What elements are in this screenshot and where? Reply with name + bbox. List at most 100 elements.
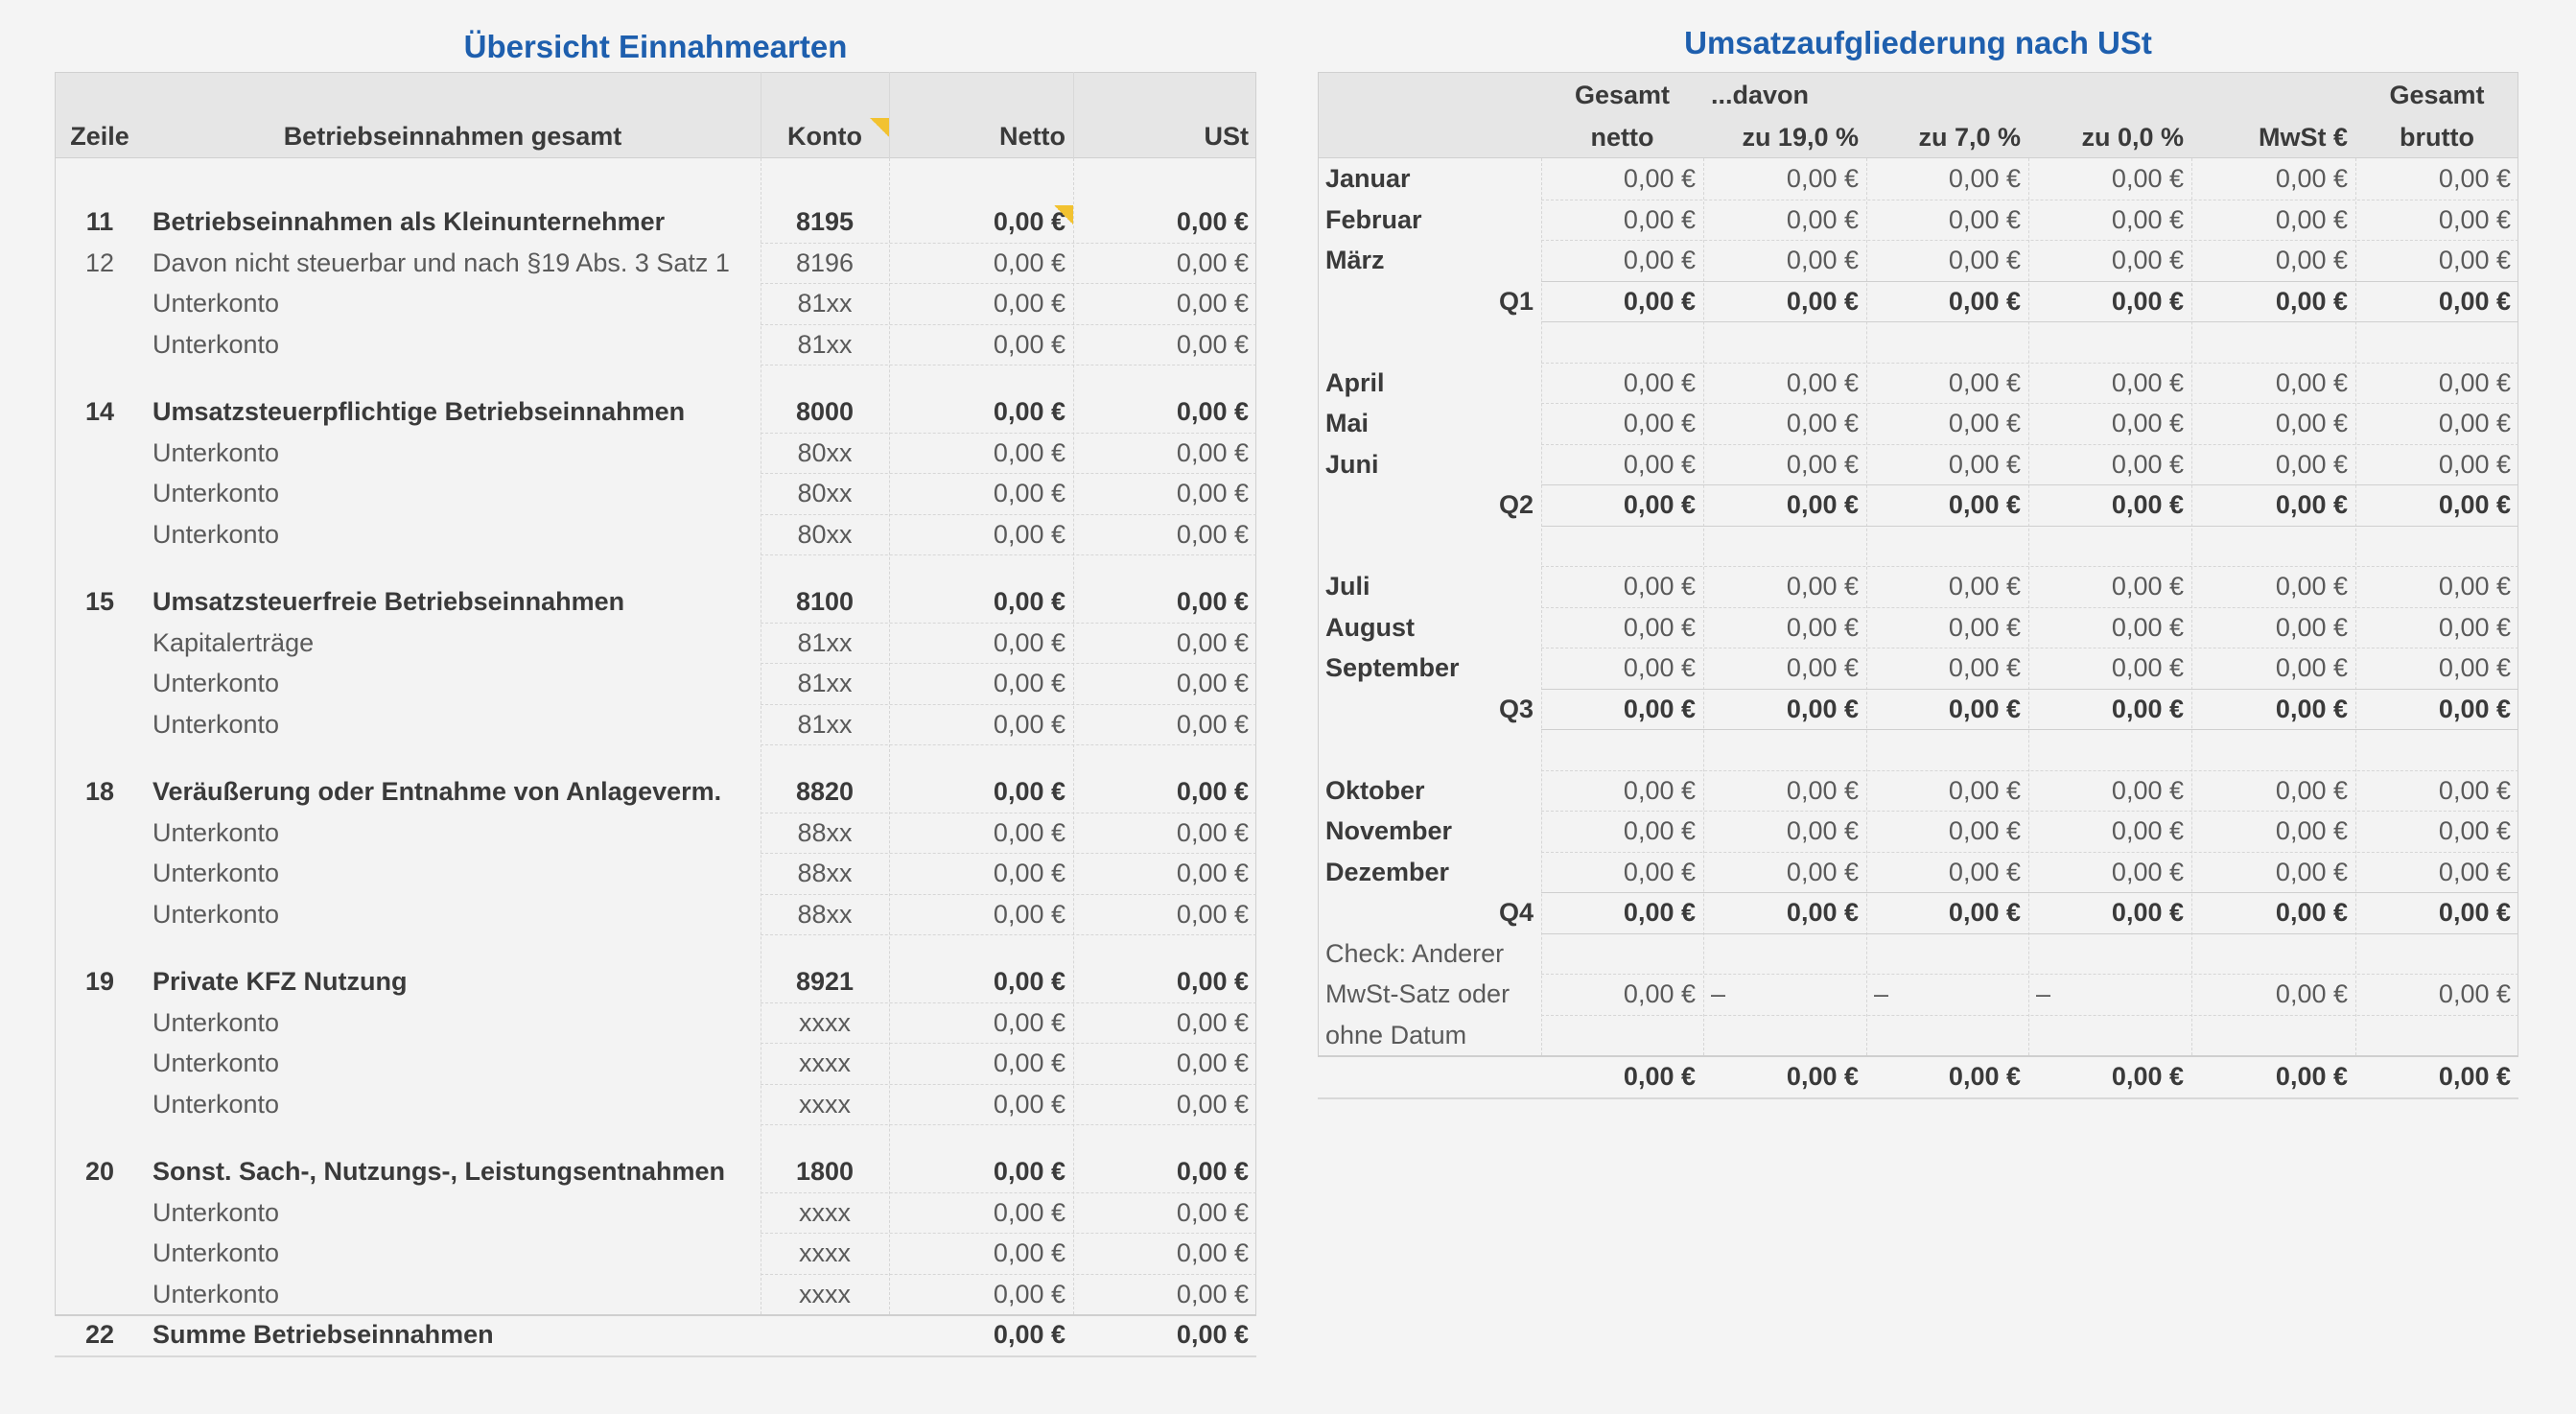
cell: 0,00 €: [1948, 775, 2021, 805]
row-label: Kapitalerträge: [152, 627, 315, 657]
grid-line: [761, 703, 1256, 705]
grid-line: [1541, 1014, 2518, 1016]
grid-line: [761, 853, 1256, 854]
grid-line: [1541, 362, 2518, 364]
row-label: Unterkonto: [152, 1197, 280, 1227]
cell: 0,00 €: [993, 1279, 1066, 1308]
cell: 0,00 €: [1176, 1157, 1249, 1186]
cell: 0,00 €: [2111, 449, 2184, 479]
cell: 0,00 €: [1176, 289, 1249, 318]
cell: 0,00 €: [1623, 857, 1696, 886]
quarter-total: 0,00 €: [1623, 898, 1696, 927]
row-label: Private KFZ Nutzung: [152, 967, 408, 996]
check-cell: 0,00 €: [2438, 979, 2511, 1008]
column-header: Zeile: [70, 122, 129, 151]
cell: 0,00 €: [993, 519, 1066, 549]
cell: 88xx: [797, 899, 853, 929]
cell: 0,00 €: [1623, 612, 1696, 642]
grid-line: [761, 1002, 1256, 1003]
quarter-total: 0,00 €: [1623, 490, 1696, 519]
cell: xxxx: [799, 1089, 851, 1119]
cell: 0,00 €: [1786, 409, 1859, 437]
cell: 0,00 €: [1176, 329, 1249, 359]
row-label: Unterkonto: [152, 1238, 280, 1267]
cell: 0,00 €: [1176, 859, 1249, 887]
cell: 0,00 €: [993, 1157, 1066, 1186]
month-label: Dezember: [1325, 857, 1450, 886]
grid-line: [1541, 932, 2518, 934]
cell: 0,00 €: [2438, 612, 2511, 642]
cell: 0,00 €: [2111, 775, 2184, 805]
total-cell: 0,00 €: [2438, 1062, 2511, 1091]
cell: 88xx: [797, 817, 853, 847]
cell: 0,00 €: [1176, 777, 1249, 806]
check-label: ohne Datum: [1325, 1020, 1467, 1049]
grid-line: [761, 1043, 1256, 1044]
cell: 0,00 €: [993, 587, 1066, 616]
cell: 1800: [795, 1157, 855, 1186]
cell: 0,00 €: [2275, 409, 2348, 437]
cell: 81xx: [797, 329, 853, 359]
grid-line: [55, 1355, 1256, 1357]
cell: 0,00 €: [1623, 164, 1696, 193]
cell: 0,00 €: [993, 1007, 1066, 1037]
grid-line: [761, 893, 1256, 895]
check-cell: 0,00 €: [2275, 979, 2348, 1008]
month-label: November: [1325, 816, 1453, 845]
quarter-total: 0,00 €: [2275, 490, 2348, 519]
cell: 0,00 €: [1176, 1197, 1249, 1227]
cell: 0,00 €: [2275, 612, 2348, 642]
cell: 0,00 €: [2275, 816, 2348, 845]
row-label: Unterkonto: [152, 1089, 280, 1119]
cell: 0,00 €: [2275, 164, 2348, 193]
quarter-total: 0,00 €: [1786, 898, 1859, 927]
cell: 8195: [795, 207, 855, 236]
quarter-total: 0,00 €: [2438, 898, 2511, 927]
quarter-total: 0,00 €: [2111, 490, 2184, 519]
cell: 0,00 €: [1176, 437, 1249, 467]
total-cell: 0,00 €: [1176, 1320, 1249, 1349]
comment-marker: [870, 118, 889, 137]
row-label: Unterkonto: [152, 1279, 280, 1308]
cell: 80xx: [797, 519, 853, 549]
total-cell: Summe Betriebseinnahmen: [152, 1320, 494, 1349]
column-header: zu 19,0 %: [1742, 123, 1859, 152]
cell: 0,00 €: [1176, 1279, 1249, 1308]
grid-line: [1541, 525, 2518, 527]
cell: 0,00 €: [1176, 709, 1249, 739]
total-cell: 0,00 €: [2275, 1062, 2348, 1091]
month-label: Juli: [1325, 572, 1370, 601]
cell: 0,00 €: [2438, 246, 2511, 274]
cell: 0,00 €: [1786, 612, 1859, 642]
grid-line: [889, 158, 890, 1314]
cell: 0,00 €: [2275, 246, 2348, 274]
month-label: März: [1325, 246, 1385, 274]
quarter-label: Q1: [1498, 286, 1534, 316]
total-cell: 22: [84, 1320, 115, 1349]
grid-line: [1541, 321, 2518, 322]
row-label: Davon nicht steuerbar und nach §19 Abs. …: [152, 247, 730, 277]
row-label: Unterkonto: [152, 289, 280, 318]
cell: 0,00 €: [2275, 857, 2348, 886]
cell: 0,00 €: [993, 817, 1066, 847]
cell: 0,00 €: [1176, 247, 1249, 277]
cell: 0,00 €: [1176, 627, 1249, 657]
cell: 0,00 €: [1176, 899, 1249, 929]
quarter-total: 0,00 €: [1948, 490, 2021, 519]
grid-line: [761, 473, 1256, 474]
check-cell: –: [1711, 979, 1726, 1008]
grid-line: [761, 283, 1256, 284]
check-cell: –: [2036, 979, 2051, 1008]
cell: 81xx: [797, 289, 853, 318]
cell: 11: [85, 207, 114, 236]
cell: 0,00 €: [2438, 775, 2511, 805]
quarter-total: 0,00 €: [2438, 286, 2511, 316]
grid-line: [1318, 1055, 2518, 1057]
cell: 0,00 €: [993, 627, 1066, 657]
cell: 0,00 €: [1786, 775, 1859, 805]
cell: 0,00 €: [993, 859, 1066, 887]
cell: 0,00 €: [1623, 572, 1696, 601]
grid-line: [761, 934, 1256, 935]
cell: 0,00 €: [1948, 409, 2021, 437]
grid-line: [1541, 974, 2518, 975]
